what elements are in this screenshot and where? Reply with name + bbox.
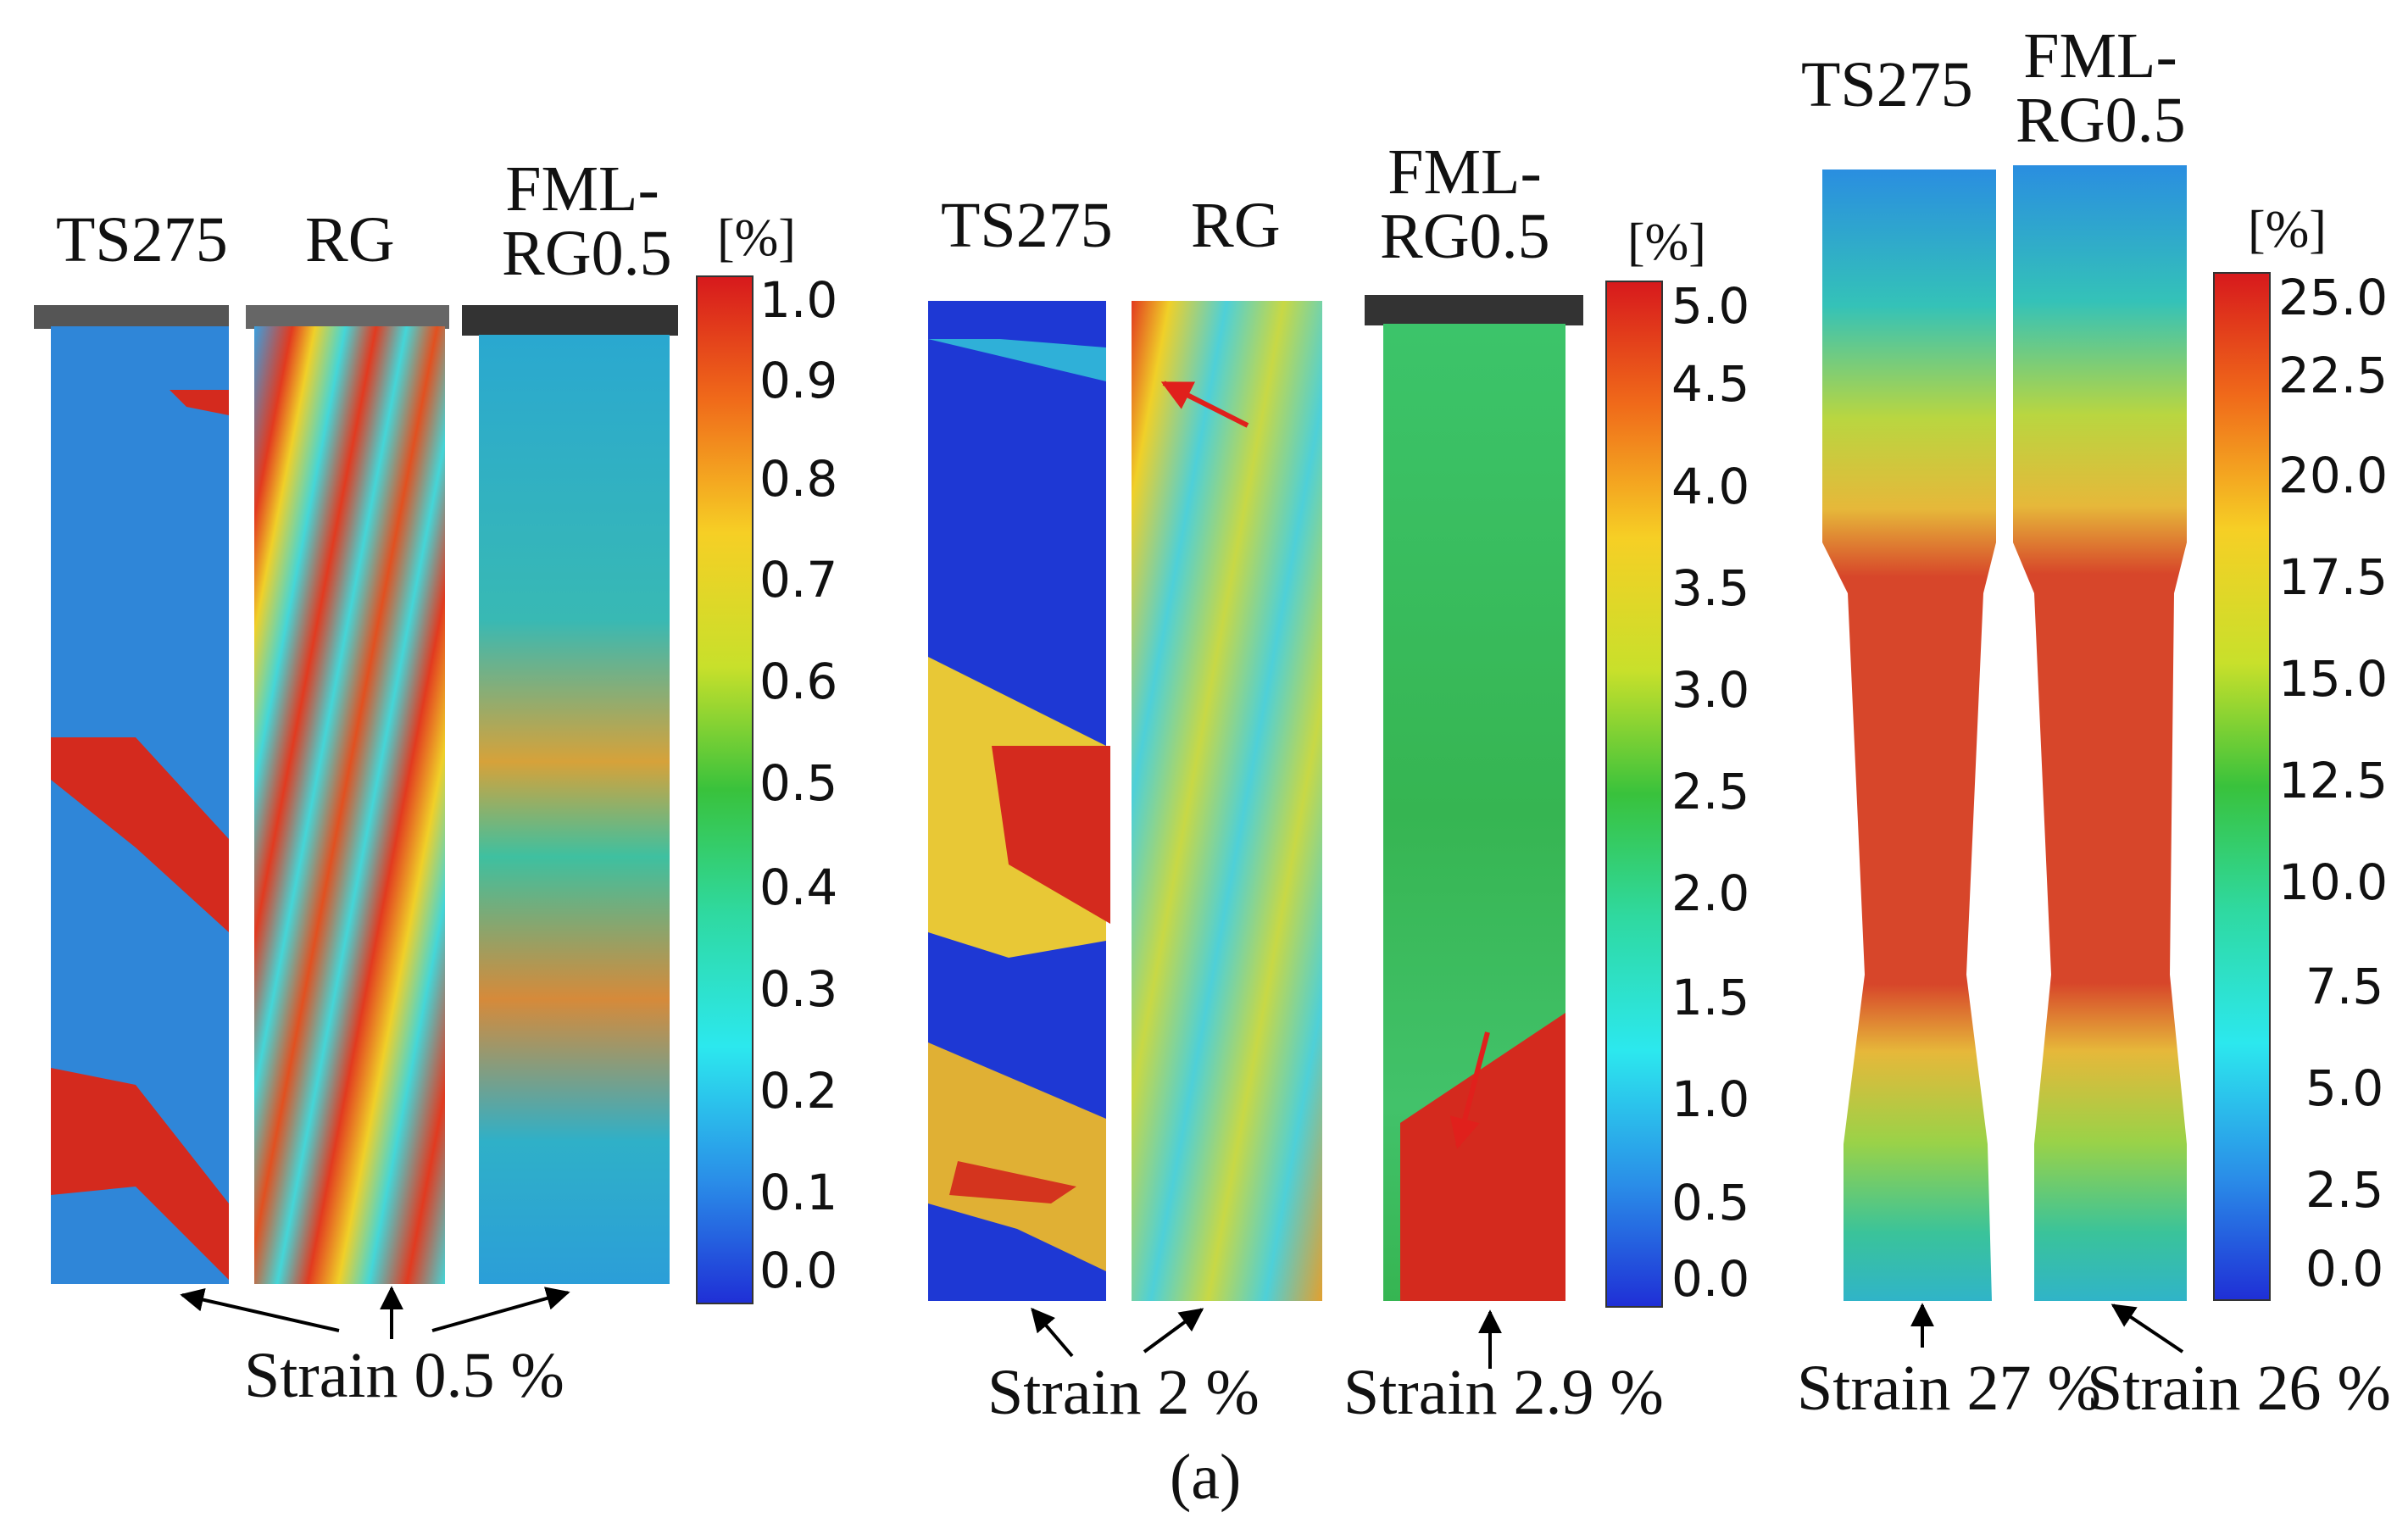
panel-1-arrows [180,1286,570,1339]
panel2-rg-specimen [1132,301,1322,1301]
panel2-label-ts275: TS275 [941,190,1113,261]
tick: 15.0 [2278,650,2389,708]
tick: 4.0 [1671,458,1750,515]
tick: 0.7 [759,551,838,609]
tick: 22.5 [2278,347,2389,404]
tick: 25.0 [2278,269,2389,326]
panel1-rg-specimen [254,326,445,1284]
panel1-label-ts275: TS275 [56,204,228,275]
panel1-caption: Strain 0.5 % [244,1340,564,1411]
tick: 1.0 [759,271,838,329]
tick: 7.5 [2305,958,2384,1015]
tick: 0.6 [759,653,838,710]
tick: 0.9 [759,352,838,409]
panel3-caption-ts275: Strain 27 % [1797,1353,2101,1424]
panel3-label-fml: FML-RG0.5 [2016,20,2186,156]
panel2-caption-fml: Strain 2.9 % [1343,1357,1664,1428]
tick: 0.5 [1671,1174,1750,1231]
panel3-ts275-specimen [1822,170,1996,1301]
tick: 0.8 [759,450,838,508]
panel3-colorbar [2213,272,2271,1301]
tick: 2.0 [1671,864,1750,922]
tick: 0.5 [759,754,838,812]
tick: 5.0 [2305,1059,2384,1117]
tick: 10.0 [2278,853,2389,911]
tick: 5.0 [1671,277,1750,335]
panel2-colorbar [1605,281,1663,1308]
tick: 0.0 [2305,1240,2384,1298]
panel1-colorbar [696,275,754,1304]
panel1-ts275-grip [34,305,229,329]
panel-3-specimens [1822,165,2271,1301]
panel-1-specimens [34,275,754,1304]
panel3-caption-fml: Strain 26 % [2087,1353,2391,1424]
panel1-label-fml: FML-RG0.5 [502,153,672,289]
tick: 0.0 [1671,1250,1750,1308]
panel3-unit: [%] [2248,201,2327,258]
tick: 0.1 [759,1164,838,1221]
tick: 17.5 [2278,548,2389,606]
panel3-fml-specimen [2013,165,2187,1301]
panel1-label-rg: RG [305,204,395,275]
tick: 2.5 [1671,763,1750,820]
tick: 3.0 [1671,661,1750,719]
panel1-fml-specimen [479,335,670,1284]
tick: 4.5 [1671,355,1750,413]
tick: 3.5 [1671,559,1750,617]
panel-3-arrows [1910,1303,2184,1353]
panel1-rg-grip [246,305,449,329]
panel-2-specimens [928,281,1663,1308]
figure-label: (a) [1170,1442,1242,1513]
panel2-label-fml: FML-RG0.5 [1380,136,1550,272]
panel1-fml-grip [462,305,678,336]
tick: 0.0 [759,1242,838,1299]
tick: 1.5 [1671,969,1750,1026]
tick: 0.3 [759,960,838,1018]
tick: 0.4 [759,859,838,916]
panel2-caption-rg: Strain 2 % [987,1357,1260,1428]
tick: 1.0 [1671,1070,1750,1128]
tick: 12.5 [2278,752,2389,809]
panel3-label-ts275: TS275 [1801,49,1973,120]
panel2-unit: [%] [1627,214,1706,271]
panel2-label-rg: RG [1191,190,1281,261]
tick: 2.5 [2305,1161,2384,1219]
tick: 20.0 [2278,447,2389,504]
panel2-fml-grip [1365,295,1583,325]
panel1-unit: [%] [717,209,796,267]
tick: 0.2 [759,1062,838,1120]
panel-2-arrows [1031,381,1502,1369]
